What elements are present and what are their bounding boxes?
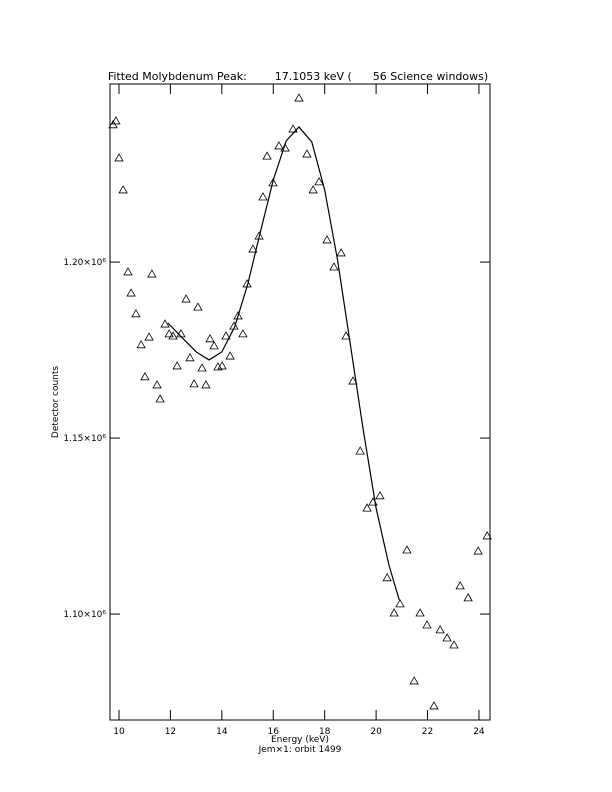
x-tick-label: 22 xyxy=(422,727,433,737)
data-point xyxy=(164,329,174,338)
data-point xyxy=(280,143,290,152)
data-point xyxy=(435,625,445,634)
data-point xyxy=(395,599,405,608)
x-tick-label: 18 xyxy=(319,727,331,737)
data-point xyxy=(217,361,227,370)
data-point xyxy=(442,633,452,642)
data-point xyxy=(314,177,324,186)
data-point xyxy=(429,701,439,710)
y-axis-label: Detector counts xyxy=(51,366,61,438)
data-point xyxy=(213,362,223,371)
data-point xyxy=(209,341,219,350)
data-point xyxy=(258,192,268,201)
data-point xyxy=(302,149,312,158)
y-tick-label: 1.10×10⁶ xyxy=(63,610,106,620)
x-tick-label: 14 xyxy=(216,727,228,737)
data-point xyxy=(225,351,235,360)
data-point xyxy=(147,269,157,278)
data-point xyxy=(348,376,358,385)
data-point xyxy=(375,490,385,500)
data-point xyxy=(362,503,372,512)
x-tick-label: 20 xyxy=(370,727,382,737)
data-point xyxy=(274,141,284,150)
data-point xyxy=(140,372,150,381)
data-point xyxy=(172,361,182,370)
x-tick-label: 10 xyxy=(113,727,125,737)
data-point xyxy=(189,379,199,388)
data-point xyxy=(322,235,332,244)
data-point xyxy=(455,581,465,590)
data-point xyxy=(185,353,195,362)
subtitle: Jem×1: orbit 1499 xyxy=(258,745,342,755)
y-tick-label: 1.20×10⁶ xyxy=(63,258,106,268)
data-point xyxy=(111,116,121,125)
x-axis-label: Energy (keV) xyxy=(271,735,329,745)
data-point xyxy=(181,294,191,303)
data-point xyxy=(409,676,419,685)
data-point xyxy=(197,363,207,372)
data-point xyxy=(136,339,146,349)
data-point xyxy=(152,380,162,389)
fit-curve xyxy=(167,126,400,601)
data-point xyxy=(168,331,178,340)
data-point xyxy=(355,446,365,455)
data-point xyxy=(308,185,318,194)
data-point xyxy=(131,309,141,318)
data-point xyxy=(422,620,432,629)
data-point xyxy=(473,546,483,555)
data-point xyxy=(382,572,392,582)
data-point xyxy=(294,93,304,102)
data-point xyxy=(482,531,492,540)
data-point xyxy=(193,302,203,311)
data-point xyxy=(205,334,215,343)
x-tick-label: 24 xyxy=(473,727,485,737)
plot-frame xyxy=(109,83,491,721)
data-point xyxy=(238,329,248,338)
data-point xyxy=(336,248,346,257)
data-point xyxy=(341,331,351,340)
data-point xyxy=(155,394,165,403)
data-point xyxy=(449,640,459,649)
chart-title: Fitted Molybdenum Peak: 17.1053 keV ( 56… xyxy=(108,70,488,83)
data-point xyxy=(248,244,258,253)
data-point xyxy=(118,185,128,194)
data-point xyxy=(268,178,278,187)
x-tick-label: 16 xyxy=(268,727,280,737)
data-point xyxy=(144,332,154,341)
data-point xyxy=(201,380,211,389)
data-point xyxy=(221,331,231,340)
data-point xyxy=(329,262,339,271)
data-point xyxy=(233,311,243,320)
data-point xyxy=(415,608,425,617)
data-point xyxy=(389,608,399,617)
x-tick-label: 12 xyxy=(165,727,176,737)
data-point xyxy=(160,319,170,328)
data-point xyxy=(463,593,473,602)
data-point xyxy=(402,545,412,554)
y-tick-label: 1.15×10⁶ xyxy=(63,434,106,444)
data-point xyxy=(262,151,272,160)
data-point xyxy=(114,153,124,162)
data-point xyxy=(126,288,136,297)
data-point xyxy=(288,124,298,133)
data-point xyxy=(123,267,133,276)
